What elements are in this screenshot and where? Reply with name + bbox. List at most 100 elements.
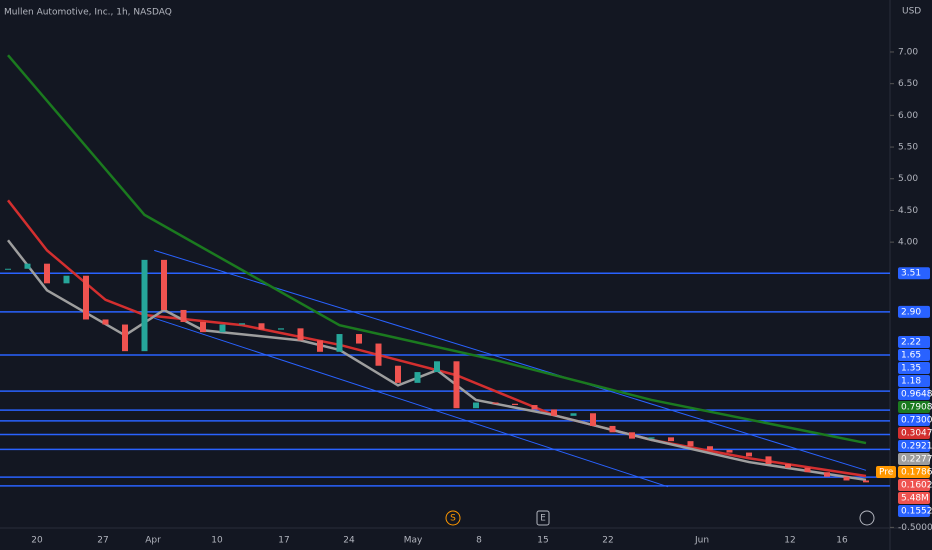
price-label: 0.1552: [901, 507, 932, 517]
price-label-box: [898, 479, 930, 491]
candle: [843, 476, 850, 481]
price-label: 0.2277: [901, 455, 932, 465]
candle: [161, 259, 167, 310]
candle: [453, 361, 460, 409]
candle: [863, 480, 869, 483]
moving-average: [7, 239, 867, 482]
price-label: 2.90: [901, 307, 921, 317]
candle: [512, 403, 518, 406]
y-tick-label: 6.50: [898, 79, 918, 89]
price-label-box: [898, 505, 930, 517]
y-tick-label: -0.5000: [898, 523, 932, 533]
candle: [414, 372, 421, 383]
candle: [648, 437, 655, 439]
candle: [258, 323, 265, 330]
x-tick-label: 12: [784, 536, 795, 546]
candle: [239, 323, 245, 325]
candle: [668, 437, 674, 442]
price-label: 3.51: [901, 269, 921, 279]
y-tick-label: 5.00: [898, 174, 918, 184]
currency: USD: [902, 7, 921, 17]
event-label: S: [450, 514, 456, 524]
price-label: 0.7908: [901, 403, 932, 413]
price-label-box: [898, 453, 930, 465]
candle: [765, 456, 772, 464]
candle: [551, 409, 557, 416]
candle: [317, 340, 323, 352]
candle: [395, 365, 401, 383]
candle: [336, 334, 343, 352]
price-label-box: [898, 305, 930, 318]
event-icon: [536, 510, 550, 526]
price-label-box: [898, 427, 930, 439]
price-label-box: [898, 401, 930, 413]
y-tick-label: 5.50: [898, 143, 918, 153]
x-tick-label: 15: [537, 536, 548, 546]
x-tick-label: 8: [476, 536, 482, 546]
price-label: 0.3047: [901, 429, 932, 439]
candle: [746, 452, 752, 457]
candle: [122, 324, 128, 352]
price-label-box: [898, 414, 930, 426]
price-label: 0.9648: [901, 390, 932, 400]
price-label-box: [898, 375, 930, 387]
candle: [5, 268, 11, 270]
event-icon: [445, 510, 461, 526]
candle: [356, 334, 362, 344]
event-icon: [859, 510, 875, 526]
y-tick-label: 4.00: [898, 238, 918, 248]
price-label-box: [898, 267, 930, 280]
y-tick-label: 4.50: [898, 206, 918, 216]
candle: [375, 343, 382, 366]
candle: [141, 259, 148, 352]
candle: [629, 432, 635, 439]
pre-box: [876, 466, 896, 478]
x-tick-label: 20: [31, 536, 43, 546]
price-label-box: [898, 362, 930, 374]
price-label-box: [898, 492, 930, 504]
candle: [434, 361, 440, 373]
x-tick-label: 22: [602, 536, 613, 546]
price-label-box: [898, 440, 930, 452]
candle: [804, 467, 811, 473]
candle: [824, 472, 830, 477]
x-tick-label: 16: [836, 536, 848, 546]
y-tick-label: 6.00: [898, 111, 918, 121]
candle: [200, 321, 206, 333]
candle: [590, 413, 596, 426]
candle: [707, 446, 713, 451]
candle: [609, 425, 616, 433]
price-label-box: [898, 466, 930, 478]
candle: [63, 275, 70, 284]
candle: [492, 402, 499, 404]
candle: [570, 413, 577, 416]
candle: [180, 309, 187, 322]
price-label: 1.35: [901, 364, 921, 374]
price-label-box: [898, 388, 930, 400]
x-tick-label: 10: [211, 536, 223, 546]
candle: [24, 263, 31, 269]
candle: [473, 402, 479, 409]
candle: [726, 450, 733, 453]
price-label: 0.7300: [901, 416, 932, 426]
price-label-box: [898, 336, 930, 348]
x-tick-label: 27: [97, 536, 108, 546]
candle: [531, 405, 538, 410]
x-tick-label: May: [404, 536, 423, 546]
candle: [44, 263, 50, 284]
price-label: 0.1602: [901, 481, 932, 491]
price-label: 1.65: [901, 351, 921, 361]
x-tick-label: Apr: [145, 536, 161, 546]
price-label: 5.48M: [901, 494, 929, 504]
x-tick-label: Jun: [694, 536, 709, 546]
pre-label: Pre: [879, 468, 894, 478]
price-label: 0.2921: [901, 442, 932, 452]
x-tick-label: 17: [278, 536, 289, 546]
moving-average: [7, 54, 867, 445]
chart-title: Mullen Automotive, Inc., 1h, NASDAQ: [4, 8, 172, 18]
price-label: 1.18: [901, 377, 921, 387]
event-label: E: [540, 514, 546, 524]
price-label: 0.1786: [901, 468, 932, 478]
